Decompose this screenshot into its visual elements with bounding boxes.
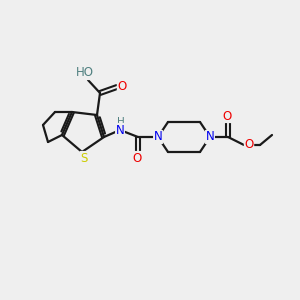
Text: O: O bbox=[222, 110, 232, 122]
Text: N: N bbox=[206, 130, 214, 143]
Text: N: N bbox=[154, 130, 162, 143]
Text: O: O bbox=[244, 139, 253, 152]
Text: O: O bbox=[132, 152, 142, 164]
Text: HO: HO bbox=[76, 67, 94, 80]
Text: N: N bbox=[116, 124, 124, 136]
Text: S: S bbox=[80, 152, 88, 164]
Text: O: O bbox=[117, 80, 127, 94]
Text: H: H bbox=[117, 117, 125, 127]
